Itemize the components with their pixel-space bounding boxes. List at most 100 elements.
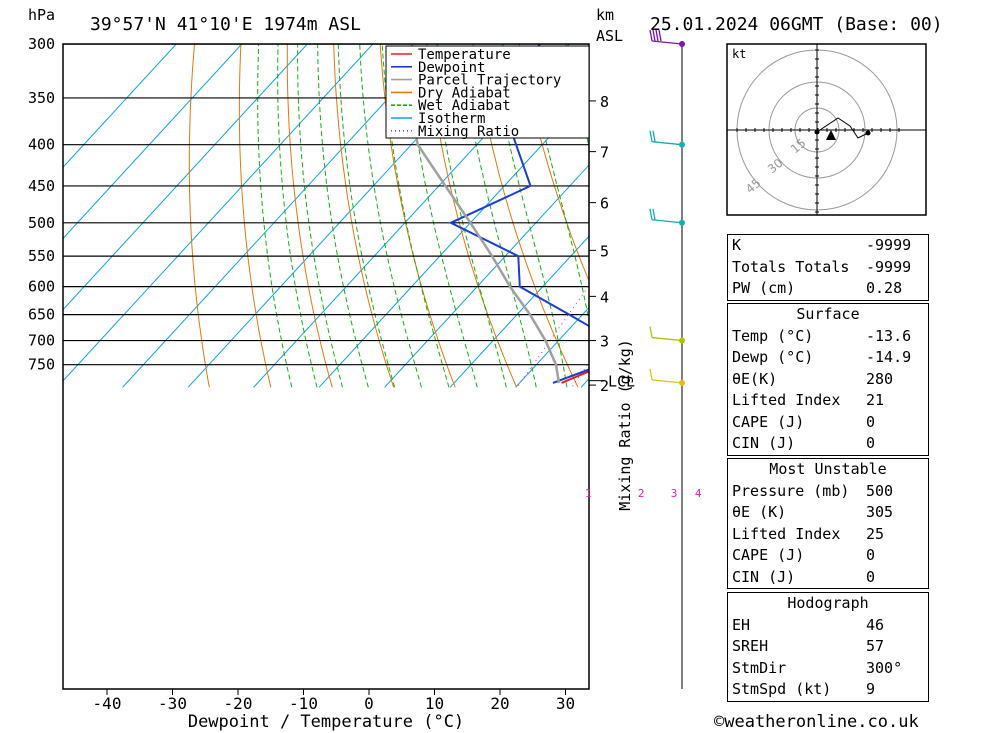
index-row: CAPE (J) 0 (728, 545, 928, 567)
legend-label: Temperature (418, 47, 511, 63)
hodograph-trace (816, 117, 869, 139)
mixing-ratio-line (631, 287, 699, 388)
wind-barb-flag (652, 208, 656, 220)
index-label: Lifted Index (732, 391, 841, 409)
index-row: K -9999 (728, 235, 928, 257)
km-tick-label: 8 (600, 93, 609, 111)
wind-barb-flag (649, 208, 653, 220)
index-row: SREH 57 (728, 636, 928, 658)
index-label: Pressure (mb) (732, 481, 850, 500)
storm-motion-marker (826, 130, 836, 140)
wind-barb-flag (655, 29, 659, 42)
wind-barb-flag (652, 130, 656, 142)
pressure-axis: 300 350 400 450 500 550 600 650 700 750 (28, 35, 55, 374)
surface-title: Surface (796, 305, 860, 323)
asl-label: ASL (596, 27, 623, 45)
legend-label: Parcel Trajectory (418, 73, 561, 89)
plot-frame (62, 43, 590, 690)
index-value: 0.28 (866, 279, 903, 297)
km-label: km (596, 6, 614, 24)
mixing-ratio-line (667, 287, 733, 388)
wind-barb-flag (649, 326, 653, 338)
index-label: PW (cm) (732, 279, 796, 297)
hodograph-point (814, 129, 820, 135)
x-tick-label: -10 (289, 694, 318, 713)
dry-adiabat-line (238, 44, 272, 388)
index-value: 46 (866, 615, 885, 634)
index-row: StmDir 300° (728, 658, 928, 680)
pressure-tick-label: 700 (28, 332, 55, 350)
mixing-ratio-label: 1 (585, 487, 592, 500)
isotherm-line (449, 235, 589, 388)
index-value: 0 (866, 434, 876, 452)
index-row: EH 46 (728, 615, 928, 637)
index-value: 0 (866, 546, 876, 564)
index-value: 57 (866, 637, 885, 655)
isotherm-line (318, 93, 589, 388)
wind-barb-flag (652, 29, 656, 42)
index-label: Lifted Index (732, 524, 841, 543)
legend-label: Dewpoint (418, 60, 485, 76)
wet-adiabat-line (359, 44, 422, 388)
index-value: 0 (866, 567, 876, 586)
index-value: -9999 (866, 236, 912, 254)
mixing-ratio-label: 4 (695, 487, 702, 500)
index-row: Totals Totals -9999 (728, 257, 928, 279)
pressure-tick-label: 400 (28, 136, 55, 154)
wet-adiabat-line (337, 44, 396, 388)
wet-adiabat-line (297, 44, 343, 388)
index-label: θE(K) (732, 369, 778, 388)
index-label: StmDir (732, 658, 787, 677)
legend-label: Mixing Ratio (418, 124, 519, 140)
wind-barb-flag (658, 29, 662, 42)
hodograph-point (865, 130, 871, 136)
index-value: -14.9 (866, 348, 912, 366)
isotherm-line (63, 44, 309, 311)
wind-barbs (649, 29, 685, 689)
km-tick-label: 2 (600, 377, 609, 395)
wind-barb-shaft (651, 219, 683, 224)
index-row: Lifted Index 25 (728, 524, 928, 546)
hodograph-unit-label: kt (732, 47, 746, 61)
index-label: CIN (J) (732, 434, 796, 452)
mixing-ratio-label: 2 (638, 487, 645, 500)
wet-adiabat-line (257, 44, 293, 388)
datetime-title: 25.01.2024 06GMT (Base: 00) (650, 14, 943, 35)
index-value: 0 (866, 412, 876, 431)
isotherm-line (384, 164, 589, 388)
pressure-tick-label: 550 (28, 247, 55, 265)
wind-barb-shaft (651, 336, 683, 342)
mixing-ratio-line (516, 286, 589, 388)
credit-text: ©weatheronline.co.uk (714, 712, 919, 732)
km-tick-label: 5 (600, 242, 609, 260)
legend-label: Dry Adiabat (418, 85, 511, 101)
location-title: 39°57'N 41°10'E 1974m ASL (90, 14, 361, 35)
index-row: Temp (°C) -13.6 (728, 326, 928, 348)
pressure-tick-label: 600 (28, 278, 55, 296)
x-tick-label: 0 (364, 694, 374, 713)
isotherm-line (974, 32, 1000, 387)
most-unstable-table: Most Unstable Pressure (mb) 500 θE (K) 305 L… (727, 458, 929, 589)
hodograph-title: Hodograph (787, 594, 869, 612)
index-value: 25 (866, 524, 885, 543)
wet-adiabat-line (317, 44, 369, 388)
isotherm-line (63, 44, 178, 168)
x-tick-label: -30 (158, 694, 187, 713)
km-tick-label: 4 (600, 288, 609, 306)
index-label: CIN (J) (732, 567, 796, 586)
index-row: θE (K) 305 (728, 502, 928, 524)
index-label: CAPE (J) (732, 546, 805, 564)
index-value: -13.6 (866, 326, 912, 345)
index-label: SREH (732, 637, 769, 655)
dry-adiabat-line (977, 32, 1000, 387)
dry-adiabat-line (188, 44, 210, 388)
wind-barb-shaft (651, 379, 683, 384)
dry-adiabat-line (286, 44, 333, 388)
index-value: 9 (866, 680, 876, 698)
wet-adiabat-line (277, 44, 318, 388)
index-value: 21 (866, 391, 885, 409)
index-row: CIN (J) 0 (728, 567, 928, 589)
pressure-tick-label: 350 (28, 89, 55, 107)
lcl-label: LCL (608, 373, 635, 391)
